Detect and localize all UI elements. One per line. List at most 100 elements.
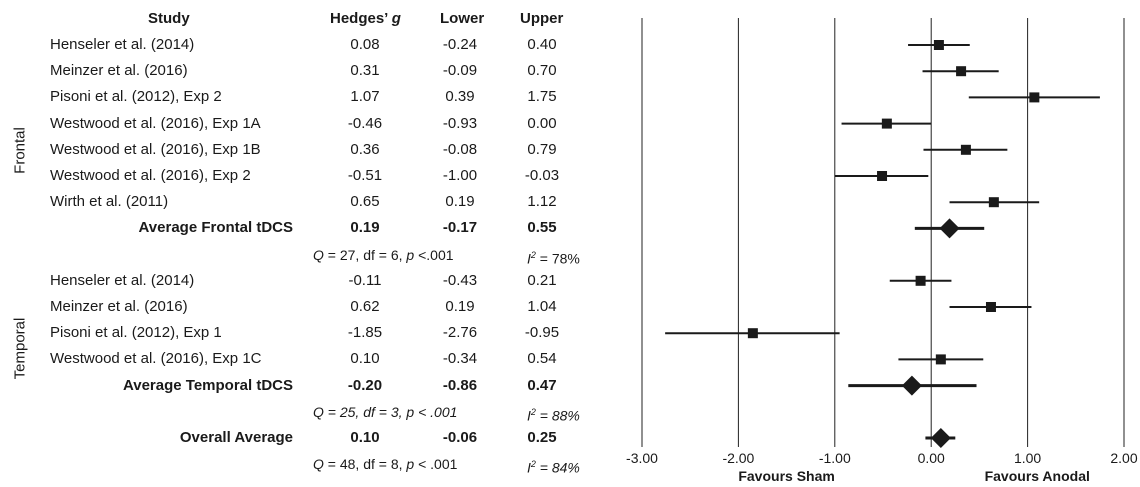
effect-size-marker — [747, 328, 758, 339]
x-tick-label: -2.00 — [722, 450, 754, 466]
summary-label: Average Temporal tDCS — [122, 376, 293, 394]
lower-value: -0.17 — [442, 219, 478, 237]
study-name: Meinzer et al. (2016) — [50, 298, 188, 315]
heterogeneity-stat: Q = 25, df = 3, p < .001 — [313, 403, 457, 421]
axis-label-favours-anodal: Favours Anodal — [985, 468, 1090, 484]
stat-i-sup: 2 — [530, 249, 536, 260]
lower-value: 0.19 — [445, 298, 475, 315]
header-lower: Lower — [440, 10, 485, 27]
stat-p-value: <.001 — [414, 246, 454, 263]
hedges-g-value: -0.46 — [347, 114, 383, 132]
lower-value: -0.24 — [442, 36, 478, 53]
hedges-g-value: 0.19 — [350, 219, 380, 237]
upper-value: 0.00 — [527, 114, 557, 132]
upper-value: 0.25 — [527, 429, 557, 446]
effect-size-marker — [956, 66, 967, 77]
heterogeneity-i2: I2 = 84% — [527, 455, 580, 477]
stat-i-sup: 2 — [530, 459, 536, 470]
hedges-g-value: 0.10 — [350, 350, 380, 368]
study-name: Westwood et al. (2016), Exp 1B — [50, 140, 261, 158]
upper-value: 0.21 — [527, 271, 557, 289]
study-name: Wirth et al. (2011) — [50, 193, 169, 211]
upper-value: 1.04 — [527, 298, 557, 315]
lower-value: -0.34 — [442, 350, 478, 368]
study-name: Pisoni et al. (2012), Exp 2 — [50, 88, 222, 106]
stat-p: p — [406, 246, 415, 263]
stat-q: Q — [313, 246, 324, 263]
hedges-g-value: 0.65 — [350, 193, 380, 211]
hedges-g-value: -0.51 — [347, 167, 383, 184]
heterogeneity-i2: I2 = 88% — [527, 403, 580, 425]
effect-size-marker — [985, 302, 996, 312]
lower-value: -0.09 — [442, 62, 478, 80]
heterogeneity-i2: I2 = 78% — [527, 246, 580, 268]
upper-value: 0.55 — [527, 219, 557, 237]
stat-i-value: = 78% — [535, 250, 580, 267]
stat-i-value: = 88% — [535, 407, 580, 424]
lower-value: -0.06 — [442, 429, 478, 446]
summary-diamond — [930, 428, 951, 448]
effect-size-marker — [960, 144, 971, 155]
hedges-g-value: 0.36 — [350, 140, 380, 158]
stat-q: Q — [313, 403, 324, 420]
lower-value: -0.08 — [442, 140, 478, 158]
hedges-g-value: 0.31 — [350, 62, 380, 80]
effect-size-marker — [988, 197, 999, 208]
effect-size-marker — [881, 118, 892, 129]
upper-value: -0.03 — [524, 167, 560, 184]
x-tick-label: -1.00 — [819, 450, 851, 466]
header-study: Study — [148, 10, 190, 27]
lower-value: -0.93 — [442, 114, 478, 132]
effect-size-marker — [915, 275, 926, 286]
study-name: Henseler et al. (2014) — [50, 36, 195, 53]
x-tick-label: 0.00 — [918, 450, 945, 466]
lower-value: 0.19 — [445, 193, 475, 211]
hedges-g-value: -0.20 — [347, 376, 383, 394]
upper-value: 0.54 — [527, 350, 557, 368]
upper-value: 1.75 — [527, 88, 557, 106]
stat-p: p — [406, 456, 415, 473]
heterogeneity-stat: Q = 27, df = 6, p <.001 — [313, 246, 454, 264]
upper-value: 1.12 — [527, 193, 557, 211]
upper-value: 0.40 — [527, 36, 557, 53]
summary-label: Overall Average — [179, 429, 293, 446]
header-hedges-g: Hedges’ g — [330, 10, 401, 27]
hedges-g-value: 0.10 — [350, 429, 380, 446]
stat-q-value: = 48, df = 8, — [323, 456, 407, 473]
stat-i-sup: 2 — [530, 406, 536, 417]
stat-i: I — [527, 459, 531, 476]
study-name: Henseler et al. (2014) — [50, 271, 195, 289]
stat-i: I — [527, 250, 531, 267]
stat-p-value: < .001 — [414, 456, 458, 473]
summary-diamond — [939, 218, 960, 239]
stat-q-value: = 25, df = 3, — [323, 403, 407, 420]
x-tick-label: -3.00 — [626, 450, 658, 466]
heterogeneity-stat: Q = 48, df = 8, p < .001 — [313, 455, 457, 473]
summary-label: Average Frontal tDCS — [138, 219, 293, 237]
study-name: Pisoni et al. (2012), Exp 1 — [50, 324, 222, 342]
hedges-g-value: -0.11 — [348, 271, 382, 289]
stat-q-value: = 27, df = 6, — [323, 246, 407, 263]
lower-value: 0.39 — [445, 88, 475, 106]
upper-value: 0.47 — [527, 376, 557, 394]
x-tick-label: 1.00 — [1014, 450, 1041, 466]
study-name: Meinzer et al. (2016) — [50, 62, 188, 80]
study-name: Westwood et al. (2016), Exp 1A — [50, 114, 261, 132]
lower-value: -0.43 — [442, 271, 478, 289]
summary-diamond — [901, 375, 922, 396]
stat-p: p — [406, 403, 415, 420]
lower-value: -1.00 — [442, 167, 478, 184]
header-upper: Upper — [520, 10, 564, 27]
effect-size-marker — [935, 354, 946, 365]
stat-p-value: < .001 — [414, 403, 458, 420]
hedges-g-value: 1.07 — [350, 88, 380, 106]
hedges-g-value: 0.08 — [350, 36, 380, 53]
upper-value: -0.95 — [524, 324, 560, 342]
stat-i: I — [527, 407, 531, 424]
upper-value: 0.79 — [527, 140, 557, 158]
lower-value: -0.86 — [442, 376, 478, 394]
stat-q: Q — [313, 456, 324, 473]
study-name: Westwood et al. (2016), Exp 1C — [50, 350, 262, 368]
study-name: Westwood et al. (2016), Exp 2 — [50, 167, 251, 184]
